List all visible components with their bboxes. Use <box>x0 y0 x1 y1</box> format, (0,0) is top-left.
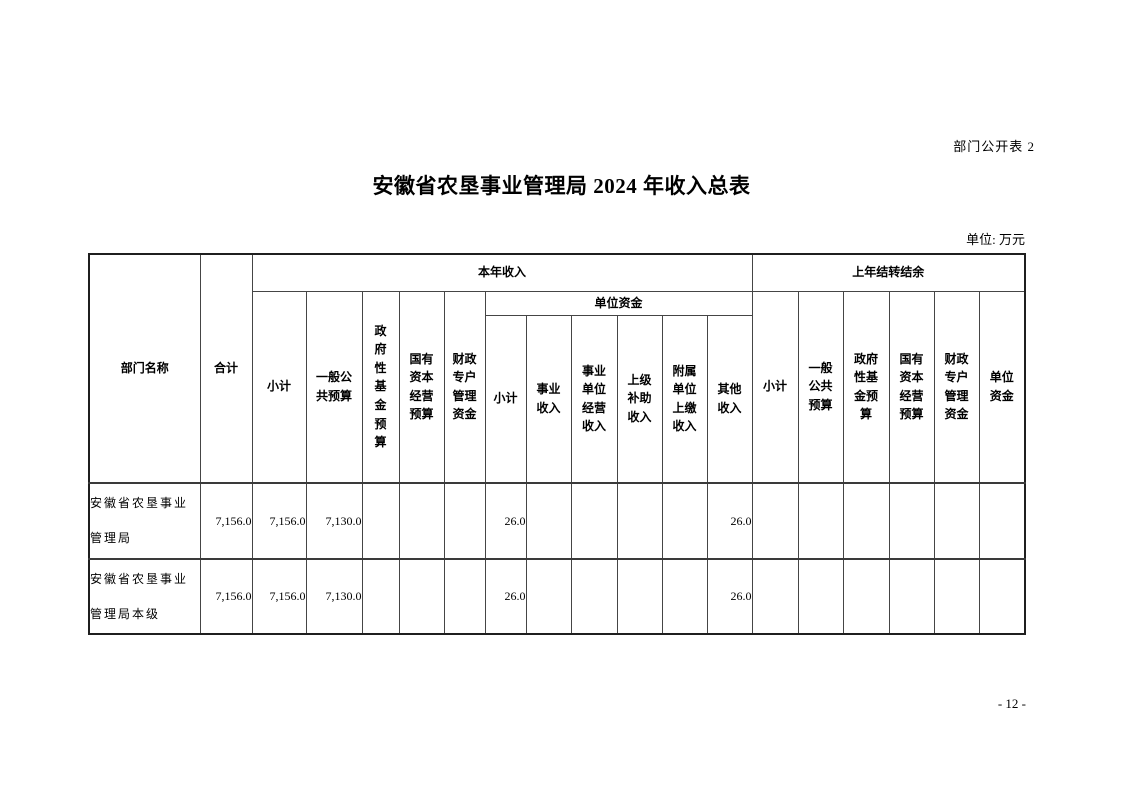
data-cell <box>888 558 935 635</box>
data-cell: 7,156.0 <box>251 482 307 560</box>
table-row: 安徽省农垦事业 管理局 7,156.0 7,156.0 7,130.0 26.0… <box>88 482 1026 560</box>
data-cell: 7,156.0 <box>199 482 253 560</box>
data-cell <box>933 558 980 635</box>
data-cell <box>842 558 890 635</box>
header-dept-name: 部门名称 <box>88 253 201 484</box>
data-cell: 7,156.0 <box>251 558 307 635</box>
header-uf-superior-subsidy-income: 上级 补助 收入 <box>616 314 663 484</box>
header-co-general-public-budget: 一般 公共 预算 <box>797 290 844 484</box>
row-name-cell: 安徽省农垦事业 管理局 <box>88 482 201 560</box>
header-cy-fiscal-special-account: 财政 专户 管理 资金 <box>443 290 486 484</box>
page-title: 安徽省农垦事业管理局 2024 年收入总表 <box>372 174 751 198</box>
data-cell <box>525 482 572 560</box>
data-cell <box>797 558 844 635</box>
header-grand-total: 合计 <box>199 253 253 484</box>
data-cell: 26.0 <box>484 482 527 560</box>
header-cy-state-capital-budget: 国有 资本 经营 预算 <box>398 290 445 484</box>
header-cy-govt-fund-budget: 政 府 性 基 金 预 算 <box>361 290 400 484</box>
row-name-cell: 安徽省农垦事业 管理局本级 <box>88 558 201 635</box>
header-uf-subtotal: 小计 <box>484 314 527 484</box>
data-cell <box>398 482 445 560</box>
header-uf-other-income: 其他 收入 <box>706 314 753 484</box>
header-uf-business-income: 事业 收入 <box>525 314 572 484</box>
data-cell <box>525 558 572 635</box>
data-cell <box>751 558 799 635</box>
data-cell <box>978 558 1026 635</box>
data-cell: 26.0 <box>706 482 753 560</box>
data-cell <box>398 558 445 635</box>
data-cell <box>842 482 890 560</box>
data-cell <box>443 482 486 560</box>
data-cell <box>797 482 844 560</box>
data-cell: 7,130.0 <box>305 482 363 560</box>
data-cell <box>978 482 1026 560</box>
data-cell: 7,130.0 <box>305 558 363 635</box>
header-cy-subtotal: 小计 <box>251 290 307 484</box>
data-cell <box>661 558 708 635</box>
data-cell <box>361 558 400 635</box>
data-cell: 26.0 <box>484 558 527 635</box>
header-unit-funds-group: 单位资金 <box>484 290 753 316</box>
data-cell <box>361 482 400 560</box>
page-number: - 12 - <box>997 696 1026 711</box>
header-carryover: 上年结转结余 <box>751 253 1026 292</box>
data-cell <box>933 482 980 560</box>
header-current-year-income: 本年收入 <box>251 253 753 292</box>
header-co-govt-fund-budget: 政府 性基 金预 算 <box>842 290 890 484</box>
header-cy-general-public-budget: 一般公 共预算 <box>305 290 363 484</box>
header-co-fiscal-special-account: 财政 专户 管理 资金 <box>933 290 980 484</box>
data-cell <box>888 482 935 560</box>
income-summary-table: 部门名称 合计 本年收入 上年结转结余 小计 一般公 共预算 政 府 性 基 金… <box>88 253 1027 635</box>
data-cell <box>661 482 708 560</box>
data-cell <box>751 482 799 560</box>
data-cell <box>443 558 486 635</box>
data-cell: 7,156.0 <box>199 558 253 635</box>
data-cell <box>570 482 618 560</box>
header-co-subtotal: 小计 <box>751 290 799 484</box>
data-cell <box>570 558 618 635</box>
header-uf-affiliate-remitted-income: 附属 单位 上缴 收入 <box>661 314 708 484</box>
data-cell <box>616 482 663 560</box>
header-uf-operating-income: 事业 单位 经营 收入 <box>570 314 618 484</box>
unit-note: 单位: 万元 <box>966 232 1025 247</box>
data-cell: 26.0 <box>706 558 753 635</box>
data-cell <box>616 558 663 635</box>
header-co-unit-funds: 单位 资金 <box>978 290 1026 484</box>
table-row: 安徽省农垦事业 管理局本级 7,156.0 7,156.0 7,130.0 26… <box>88 558 1026 635</box>
corner-table-label: 部门公开表 2 <box>953 139 1035 154</box>
header-co-state-capital-budget: 国有 资本 经营 预算 <box>888 290 935 484</box>
